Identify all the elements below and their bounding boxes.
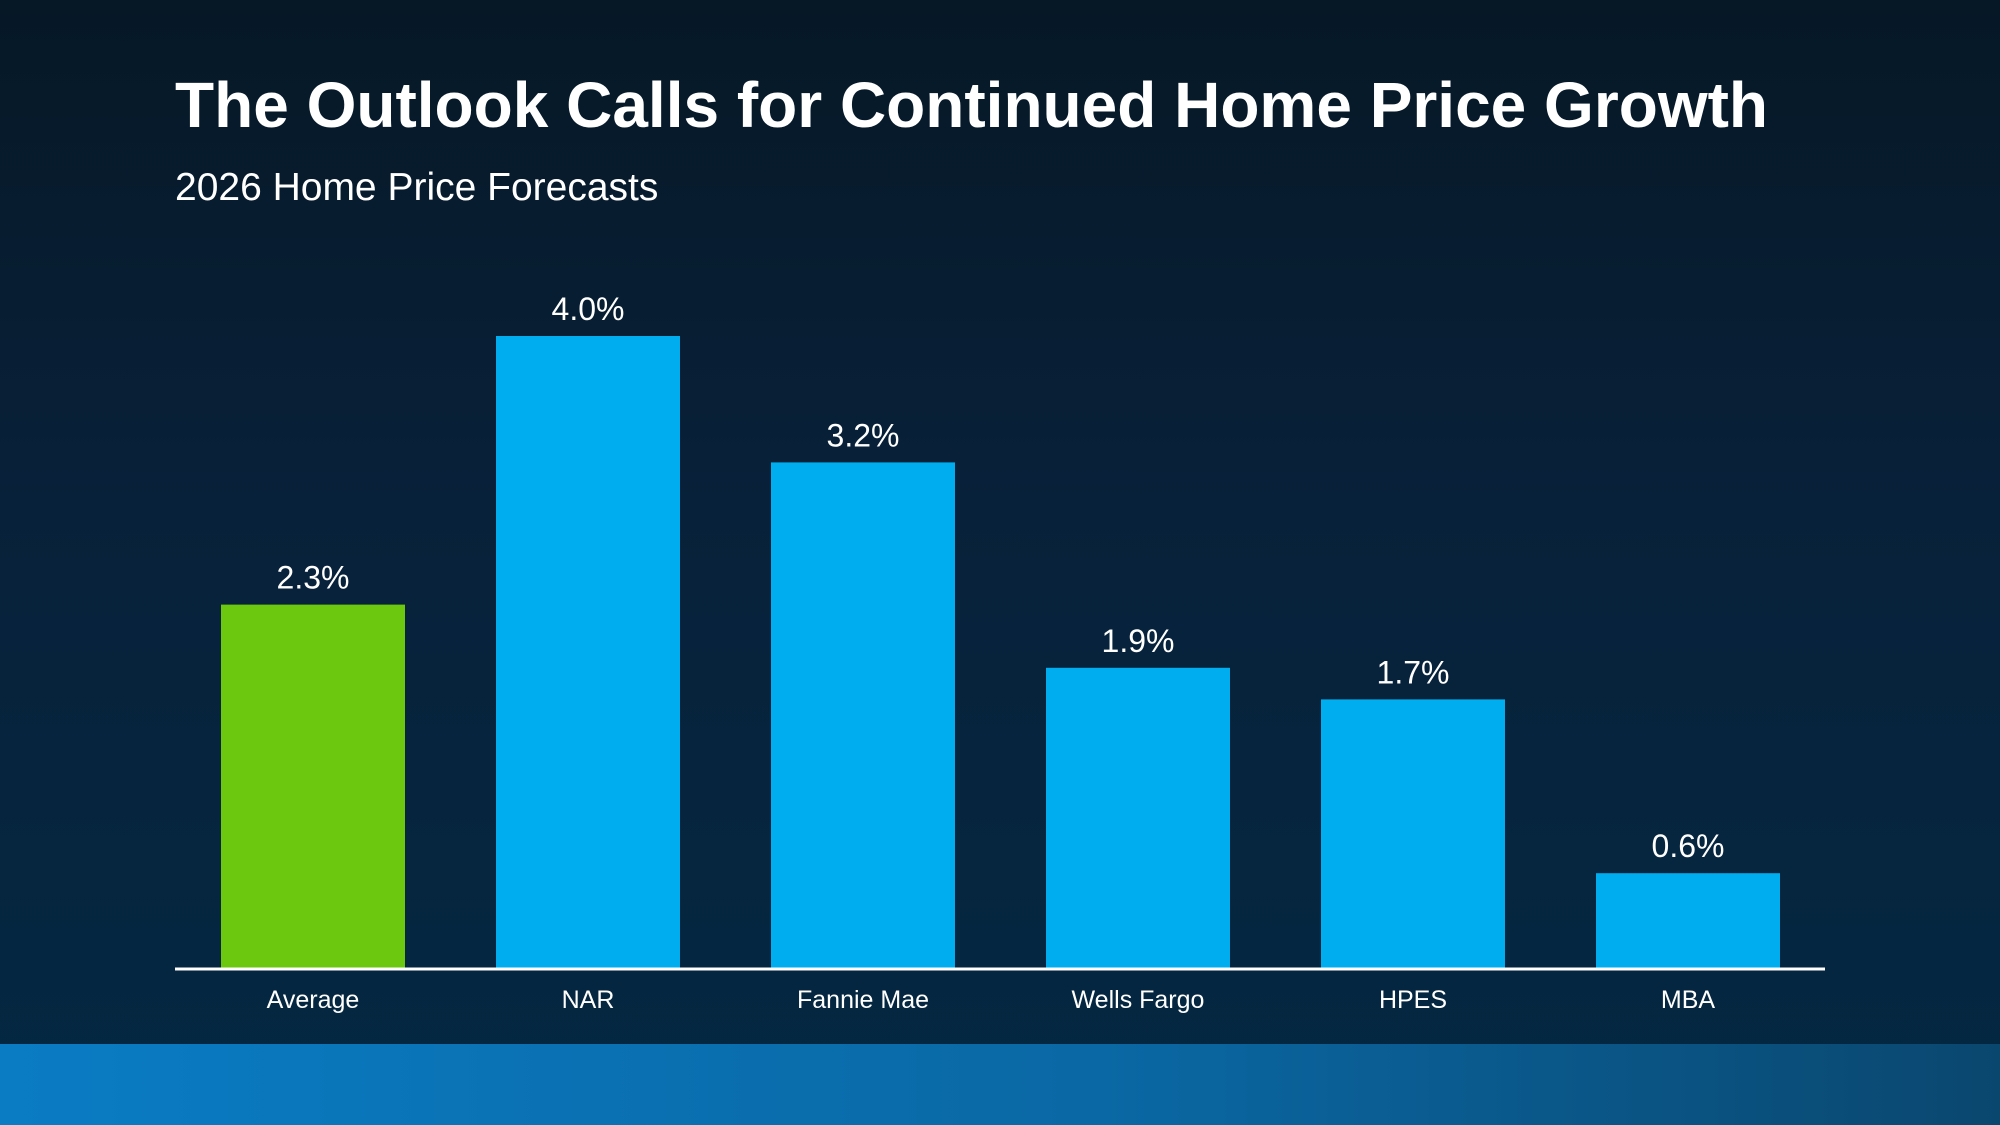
bar-average	[221, 604, 405, 968]
bar-wells-fargo	[1046, 667, 1230, 968]
category-label-wells-fargo: Wells Fargo	[1072, 986, 1205, 1014]
category-label-nar: NAR	[562, 986, 615, 1014]
bar-mba	[1596, 873, 1780, 968]
value-label-fannie-mae: 3.2%	[827, 417, 900, 453]
bar-fannie-mae	[771, 462, 955, 968]
bar-nar	[496, 336, 680, 968]
value-label-mba: 0.6%	[1652, 828, 1725, 864]
bar-chart: 2.3% Average 4.0% NAR 3.2% Fannie Mae 1.9% Well…	[221, 291, 1780, 1014]
value-label-hpes: 1.7%	[1377, 654, 1450, 690]
bar-hpes	[1321, 699, 1505, 968]
category-label-hpes: HPES	[1379, 986, 1447, 1014]
chart-subtitle: 2026 Home Price Forecasts	[175, 166, 659, 209]
value-label-average: 2.3%	[277, 560, 350, 596]
category-label-average: Average	[267, 986, 360, 1014]
category-label-mba: MBA	[1661, 986, 1716, 1014]
footer-band	[0, 1044, 2000, 1125]
category-label-fannie-mae: Fannie Mae	[797, 986, 929, 1014]
value-label-nar: 4.0%	[552, 291, 625, 327]
value-label-wells-fargo: 1.9%	[1102, 623, 1175, 659]
chart-title: The Outlook Calls for Continued Home Pri…	[175, 69, 1768, 141]
